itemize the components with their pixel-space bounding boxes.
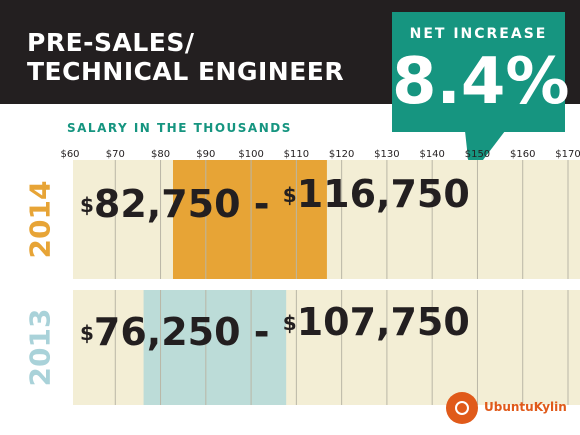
x-tick-label: $140 — [419, 149, 444, 160]
x-tick-label: $90 — [196, 149, 215, 160]
watermark-logo: UbuntuKylin — [446, 392, 574, 426]
x-tick-label: $60 — [60, 149, 79, 160]
range-bar-2013 — [143, 290, 287, 405]
x-tick-label: $80 — [151, 149, 170, 160]
x-tick-label: $70 — [106, 149, 125, 160]
net-increase-label: NET INCREASE — [409, 26, 548, 42]
x-tick-label: $150 — [465, 149, 490, 160]
x-tick-label: $100 — [238, 149, 263, 160]
net-increase-value: 8.4% — [392, 45, 570, 119]
ubuntu-logo-icon — [446, 392, 478, 424]
page-title: PRE-SALES/ TECHNICAL ENGINEER — [27, 28, 345, 86]
watermark-text: UbuntuKylin — [484, 400, 567, 414]
x-tick-label: $130 — [374, 149, 399, 160]
range-label-2013: $76,250 - $107,750 — [80, 300, 470, 354]
range-label-2014: $82,750 - $116,750 — [80, 172, 470, 226]
range-bar-2014 — [172, 160, 327, 279]
net-increase-callout: NET INCREASE 8.4% — [392, 12, 570, 132]
year-label-2014: 2014 — [24, 181, 57, 259]
axis-title: SALARY IN THE THOUSANDS — [67, 121, 292, 135]
x-tick-label: $170 — [555, 149, 580, 160]
year-label-2013: 2013 — [24, 309, 57, 387]
x-tick-label: $160 — [510, 149, 535, 160]
x-tick-label: $120 — [329, 149, 354, 160]
x-tick-label: $110 — [284, 149, 309, 160]
